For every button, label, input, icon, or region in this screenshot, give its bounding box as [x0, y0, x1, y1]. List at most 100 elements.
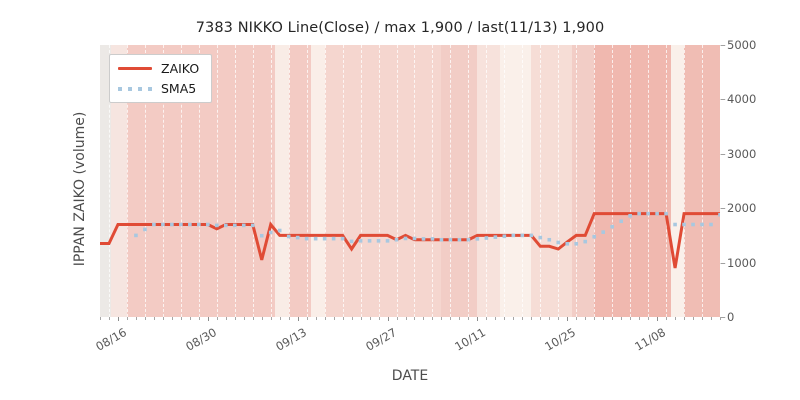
background-band	[571, 45, 595, 317]
series-dot	[232, 223, 237, 228]
x-axis-minor-tick	[720, 317, 721, 320]
x-axis-minor-tick	[180, 317, 182, 320]
series-dot	[259, 233, 264, 238]
background-band	[324, 45, 442, 317]
x-axis-minor-tick	[522, 317, 524, 320]
series-dot	[691, 222, 695, 227]
series-dot	[412, 236, 417, 241]
series-dot	[484, 236, 489, 240]
x-axis-minor-tick	[162, 317, 164, 320]
x-axis-minor-tick	[504, 317, 506, 320]
background-band	[670, 45, 685, 317]
x-axis-minor-tick	[630, 317, 632, 320]
x-axis-minor-tick	[639, 317, 641, 320]
series-dot	[206, 222, 210, 227]
vertical-gridlines	[100, 45, 720, 317]
series-dot	[646, 211, 650, 216]
series-dot	[709, 222, 713, 227]
gridline	[594, 45, 596, 317]
series-dot	[430, 237, 435, 241]
x-axis-tick-label: 08/16	[93, 325, 129, 354]
x-axis-minor-tick	[432, 317, 434, 320]
series-dot	[143, 227, 147, 232]
background-band	[594, 45, 671, 317]
series-dot	[682, 222, 686, 227]
series-dot	[358, 239, 363, 243]
x-axis-tick	[657, 317, 659, 321]
x-axis-tick-label: 10/25	[542, 325, 579, 354]
x-axis-minor-tick	[360, 317, 362, 320]
x-axis-minor-tick	[171, 317, 173, 320]
series-dot	[421, 237, 426, 241]
series-dot	[304, 236, 309, 241]
x-axis-tick	[477, 317, 479, 321]
legend-line-swatch-zaiko	[118, 63, 152, 75]
series-dot	[322, 236, 327, 241]
x-axis-minor-tick	[450, 317, 452, 320]
x-axis-minor-tick	[279, 317, 281, 320]
gridline	[198, 45, 201, 317]
y-axis-tick-label: –5000	[720, 38, 757, 52]
x-axis-minor-tick	[693, 317, 695, 320]
background-band	[100, 45, 111, 317]
series-dot	[700, 222, 704, 227]
x-axis-minor-tick	[198, 317, 200, 320]
series-dot	[268, 230, 273, 235]
series-canvas	[100, 211, 720, 269]
series-dot	[718, 212, 720, 217]
gridline	[234, 45, 237, 317]
x-axis-minor-tick	[558, 317, 560, 320]
x-axis-minor-tick	[306, 317, 308, 320]
gridline	[324, 45, 327, 317]
gridline	[126, 45, 129, 317]
x-axis-tick-label: 11/08	[632, 325, 669, 354]
series-dot	[277, 228, 282, 233]
x-axis-minor-tick	[234, 317, 236, 320]
x-axis-minor-tick	[486, 317, 488, 320]
x-axis-tick-label: 09/27	[362, 325, 399, 354]
series-dot	[340, 236, 345, 241]
x-axis-minor-tick	[261, 317, 263, 320]
x-axis-minor-tick	[585, 317, 587, 320]
series-dot	[367, 239, 372, 243]
background-band	[110, 45, 127, 317]
chart-title: 7383 NIKKO Line(Close) / max 1,900 / las…	[195, 20, 605, 36]
y-axis-label: IPPAN ZAIKO (volume)	[72, 111, 88, 267]
x-axis-minor-tick	[468, 317, 470, 320]
gridline	[504, 45, 506, 317]
legend-item-zaiko: ZAIKO	[118, 61, 199, 76]
x-axis-minor-tick	[135, 317, 137, 320]
x-axis-minor-tick	[549, 317, 551, 320]
y-axis-tick-label: –4000	[720, 92, 757, 107]
background-band	[311, 45, 325, 317]
series-dot	[197, 222, 201, 227]
x-axis-tick-label: 08/30	[183, 325, 219, 354]
series-dot	[394, 237, 399, 242]
x-axis-minor-tick	[288, 317, 290, 320]
series-dot	[170, 222, 174, 227]
gridline	[702, 45, 704, 317]
x-axis-minor-tick	[270, 317, 272, 320]
x-axis-minor-tick	[531, 317, 533, 320]
gridline	[486, 45, 488, 317]
gridline	[684, 45, 686, 317]
x-axis-minor-tick	[576, 317, 578, 320]
series-dot	[502, 234, 507, 239]
series-dot	[628, 214, 632, 218]
x-axis-minor-tick	[513, 317, 515, 320]
x-axis-minor-tick	[153, 317, 155, 320]
x-axis-minor-tick	[711, 317, 712, 320]
series-dot	[664, 211, 668, 216]
gridline	[396, 45, 399, 317]
y-axis-tick-label: –1000	[720, 255, 757, 270]
y-axis-tick-label: –2000	[720, 201, 757, 216]
x-axis-minor-tick	[396, 317, 398, 320]
x-axis-minor-tick	[189, 317, 191, 320]
x-axis-minor-tick	[423, 317, 425, 320]
gridline	[216, 45, 219, 317]
gridline	[630, 45, 632, 317]
x-axis-minor-tick	[684, 317, 686, 320]
series-dot	[547, 237, 552, 242]
gridline	[450, 45, 452, 317]
series-dot	[556, 240, 561, 245]
